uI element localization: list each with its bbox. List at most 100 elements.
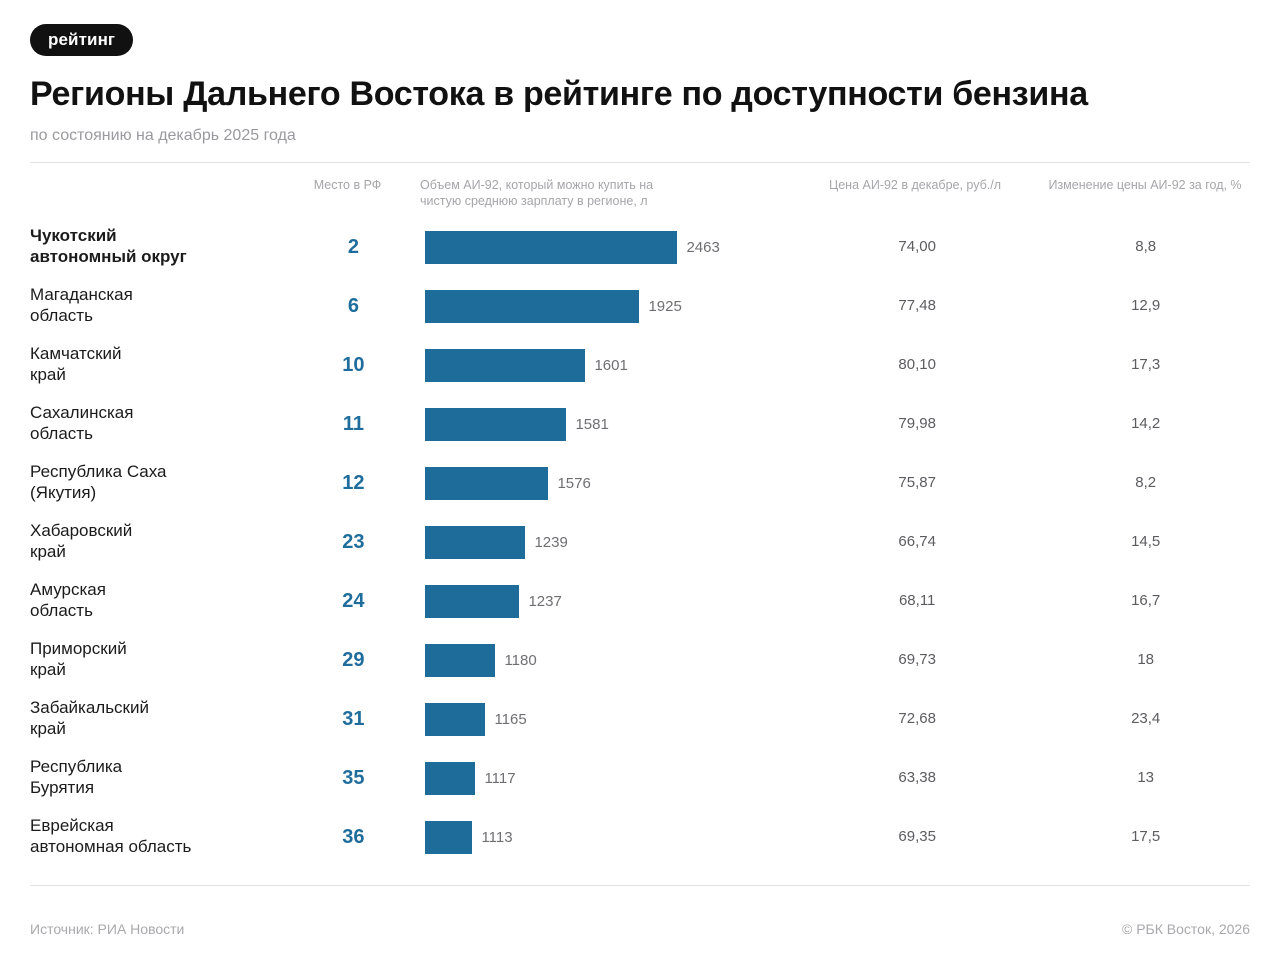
region-name-line1: Камчатский bbox=[30, 344, 122, 364]
region-name-line1: Приморский bbox=[30, 639, 127, 659]
volume-bar bbox=[425, 584, 520, 618]
region-name-line1: Республика bbox=[30, 757, 123, 777]
rank-cell: 36 bbox=[281, 827, 425, 848]
volume-bar-cell: 1237 bbox=[425, 584, 793, 618]
region-name-line1: Магаданская bbox=[30, 285, 133, 305]
price-value: 75,87 bbox=[898, 474, 936, 492]
change-cell: 14,2 bbox=[1041, 415, 1250, 433]
price-value: 72,68 bbox=[898, 710, 936, 728]
price-value: 79,98 bbox=[898, 415, 936, 433]
rank-value: 36 bbox=[342, 825, 365, 848]
column-header-volume-line1: Объем АИ-92, который можно купить на bbox=[420, 178, 654, 193]
change-cell: 13 bbox=[1041, 769, 1250, 787]
region-name-line2: Бурятия bbox=[30, 778, 95, 798]
volume-value: 1239 bbox=[534, 533, 568, 551]
volume-bar-cell: 1581 bbox=[425, 407, 793, 441]
change-value: 12,9 bbox=[1131, 297, 1161, 315]
price-cell: 69,35 bbox=[793, 828, 1041, 846]
rank-value: 23 bbox=[342, 530, 365, 553]
region-name-line2: автономная область bbox=[30, 837, 192, 857]
region-name: Еврейская автономная область bbox=[30, 816, 281, 857]
price-value: 74,00 bbox=[898, 238, 936, 256]
price-value: 77,48 bbox=[898, 297, 936, 315]
volume-value: 2463 bbox=[686, 238, 720, 256]
volume-bar bbox=[425, 820, 473, 854]
volume-value: 1117 bbox=[484, 769, 516, 787]
rank-cell: 29 bbox=[281, 650, 425, 671]
rank-cell: 6 bbox=[281, 296, 425, 317]
price-value: 69,73 bbox=[898, 651, 936, 669]
rank-value: 10 bbox=[342, 353, 365, 376]
change-value: 13 bbox=[1137, 769, 1155, 787]
volume-bar bbox=[425, 643, 496, 677]
column-header-change: Изменение цены АИ-92 за год, % bbox=[1048, 178, 1242, 193]
price-cell: 72,68 bbox=[793, 710, 1041, 728]
change-cell: 17,5 bbox=[1041, 828, 1250, 846]
volume-bar-cell: 1180 bbox=[425, 643, 793, 677]
price-cell: 68,11 bbox=[793, 592, 1041, 610]
footer: Источник: РИА Новости © РБК Восток, 2026 bbox=[30, 921, 1250, 937]
table-bottom-spacer bbox=[30, 867, 1250, 885]
rank-value: 35 bbox=[342, 766, 365, 789]
region-name: Республика Бурятия bbox=[30, 757, 281, 798]
region-name: Хабаровский край bbox=[30, 521, 281, 562]
price-value: 66,74 bbox=[898, 533, 936, 551]
region-name: Магаданская область bbox=[30, 285, 281, 326]
region-name-line2: область bbox=[30, 306, 93, 326]
column-header-volume: Объем АИ-92, который можно купить на чис… bbox=[420, 177, 790, 210]
region-name: Чукотский автономный округ bbox=[30, 226, 281, 267]
price-cell: 75,87 bbox=[793, 474, 1041, 492]
region-name: Сахалинская область bbox=[30, 403, 281, 444]
rank-cell: 23 bbox=[281, 532, 425, 553]
rank-cell: 24 bbox=[281, 591, 425, 612]
table-row: Сахалинская область 11 1581 79,98 14,2 bbox=[30, 395, 1250, 454]
price-cell: 74,00 bbox=[793, 238, 1041, 256]
region-name-line1: Амурская bbox=[30, 580, 106, 600]
volume-bar-cell: 2463 bbox=[425, 230, 793, 264]
price-cell: 79,98 bbox=[793, 415, 1041, 433]
price-cell: 80,10 bbox=[793, 356, 1041, 374]
table-row: Еврейская автономная область 36 1113 69,35 17… bbox=[30, 808, 1250, 867]
table-row: Приморский край 29 1180 69,73 18 bbox=[30, 631, 1250, 690]
region-name-line1: Забайкальский bbox=[30, 698, 149, 718]
price-cell: 69,73 bbox=[793, 651, 1041, 669]
volume-bar-cell: 1117 bbox=[425, 761, 793, 795]
change-value: 8,8 bbox=[1135, 238, 1157, 256]
region-name-line2: (Якутия) bbox=[30, 483, 97, 503]
region-name: Камчатский край bbox=[30, 344, 281, 385]
change-value: 23,4 bbox=[1131, 710, 1161, 728]
rank-value: 31 bbox=[342, 707, 365, 730]
region-name-line1: Республика Саха bbox=[30, 462, 167, 482]
rank-cell: 2 bbox=[281, 237, 425, 258]
volume-bar bbox=[425, 407, 567, 441]
page-subtitle: по состоянию на декабрь 2025 года bbox=[30, 127, 296, 145]
volume-bar bbox=[425, 230, 678, 264]
column-header-price: Цена АИ-92 в декабре, руб./л bbox=[828, 178, 1002, 193]
rank-cell: 10 bbox=[281, 355, 425, 376]
table-row: Камчатский край 10 1601 80,10 17,3 bbox=[30, 336, 1250, 395]
rank-value: 12 bbox=[342, 471, 365, 494]
table-row: Республика Саха (Якутия) 12 1576 75,87 8,2 bbox=[30, 454, 1250, 513]
region-name-line2: край bbox=[30, 542, 66, 562]
change-value: 17,5 bbox=[1131, 828, 1161, 846]
change-value: 14,2 bbox=[1131, 415, 1161, 433]
rank-value: 11 bbox=[342, 412, 364, 435]
volume-value: 1165 bbox=[494, 710, 527, 728]
page-title: Регионы Дальнего Востока в рейтинге по д… bbox=[30, 75, 1088, 113]
change-value: 17,3 bbox=[1131, 356, 1161, 374]
price-cell: 63,38 bbox=[793, 769, 1041, 787]
volume-value: 1237 bbox=[528, 592, 562, 610]
header-divider bbox=[30, 162, 1250, 164]
region-name-line1: Еврейская bbox=[30, 816, 114, 836]
price-value: 69,35 bbox=[898, 828, 936, 846]
source-label: Источник: РИА Новости bbox=[30, 921, 185, 937]
volume-bar-cell: 1239 bbox=[425, 525, 793, 559]
table-row: Магаданская область 6 1925 77,48 12,9 bbox=[30, 277, 1250, 336]
volume-bar bbox=[425, 289, 640, 323]
rank-value: 29 bbox=[342, 648, 365, 671]
region-name-line2: край bbox=[30, 365, 66, 385]
rank-value: 2 bbox=[347, 235, 359, 258]
table-body: Чукотский автономный округ 2 2463 74,00 8,8 Ма… bbox=[30, 218, 1250, 867]
volume-value: 1180 bbox=[504, 651, 537, 669]
